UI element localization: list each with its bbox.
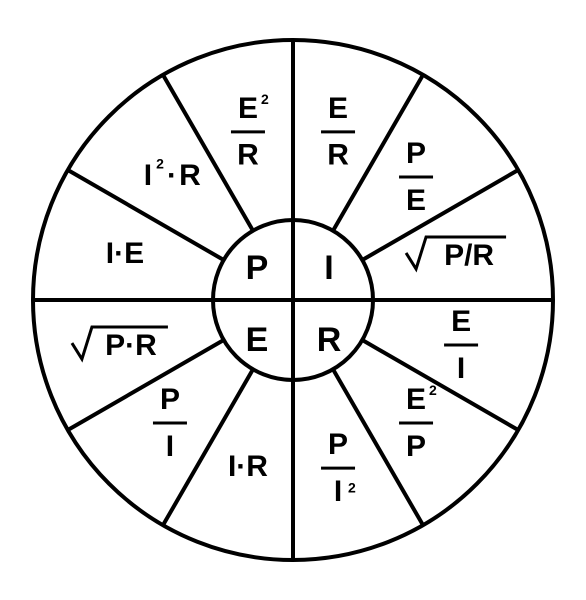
svg-text:2: 2 xyxy=(261,91,269,107)
svg-text:2: 2 xyxy=(156,156,164,172)
center-label-p: P xyxy=(246,249,269,287)
center-label-i: I xyxy=(324,249,333,287)
svg-text:2: 2 xyxy=(348,479,356,495)
svg-text:E: E xyxy=(406,184,426,217)
svg-text:I: I xyxy=(457,352,465,385)
center-label-e: E xyxy=(246,321,269,359)
svg-text:E: E xyxy=(406,383,426,416)
svg-text:E: E xyxy=(328,92,348,125)
svg-text:I: I xyxy=(144,159,152,192)
formula-sector: I·E xyxy=(106,237,144,270)
svg-text:I·R: I·R xyxy=(228,450,268,483)
svg-text:P: P xyxy=(328,428,348,461)
center-label-r: R xyxy=(317,321,342,359)
svg-text:R: R xyxy=(179,159,201,192)
svg-text:P: P xyxy=(406,430,426,463)
svg-text:P/R: P/R xyxy=(444,239,494,272)
svg-text:I: I xyxy=(334,475,342,508)
svg-text:P: P xyxy=(160,383,180,416)
svg-text:E: E xyxy=(451,305,471,338)
svg-text:I: I xyxy=(166,430,174,463)
svg-text:I·E: I·E xyxy=(106,237,144,270)
svg-text:R: R xyxy=(237,139,259,172)
svg-text:P: P xyxy=(406,137,426,170)
svg-text:R: R xyxy=(327,139,349,172)
svg-text:·: · xyxy=(167,159,177,192)
formula-sector: I·R xyxy=(228,450,268,483)
svg-text:P·R: P·R xyxy=(105,329,157,362)
ohms-law-wheel: PIERERPEP/REIE2PPI2I·RPIP·RI·EI2·RE2R xyxy=(0,0,586,600)
svg-text:2: 2 xyxy=(429,382,437,398)
svg-text:E: E xyxy=(238,92,258,125)
